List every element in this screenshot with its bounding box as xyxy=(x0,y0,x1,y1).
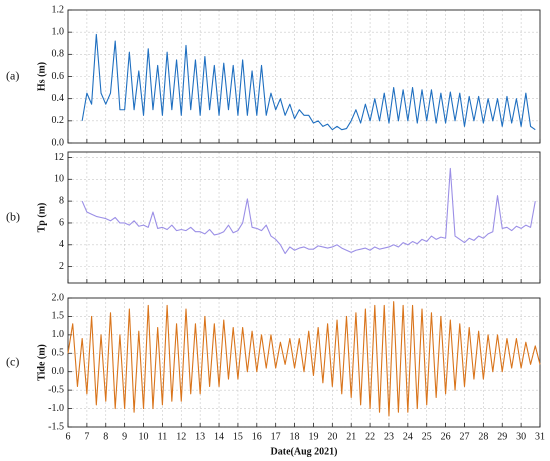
x-tick-label: 28 xyxy=(478,431,488,442)
y-tick-label: 0.4 xyxy=(52,93,65,104)
y-tick-label: 12 xyxy=(54,152,64,163)
x-tick-label: 13 xyxy=(195,431,205,442)
y-tick-label: -1.5 xyxy=(48,421,64,432)
series-line xyxy=(81,33,536,131)
panel-label: (a) xyxy=(6,68,19,82)
x-tick-label: 18 xyxy=(290,431,300,442)
y-tick-label: 0.6 xyxy=(52,71,65,82)
x-tick-label: 7 xyxy=(84,431,89,442)
x-tick-label: 20 xyxy=(327,431,337,442)
y-tick-label: 2.0 xyxy=(52,292,65,303)
y-tick-label: 1.5 xyxy=(52,311,65,322)
x-tick-label: 9 xyxy=(122,431,127,442)
y-tick-label: 8 xyxy=(59,195,64,206)
y-tick-label: 1.2 xyxy=(52,4,65,15)
y-tick-label: 0.0 xyxy=(52,366,65,377)
x-tick-label: 29 xyxy=(497,431,507,442)
plot-frame xyxy=(67,297,541,428)
y-tick-label: -0.5 xyxy=(48,384,64,395)
x-tick-label: 19 xyxy=(308,431,318,442)
y-tick-label: 10 xyxy=(54,174,64,185)
y-tick-label: 0.5 xyxy=(52,348,65,359)
x-tick-label: 6 xyxy=(66,431,71,442)
x-tick-label: 15 xyxy=(233,431,243,442)
x-tick-label: 22 xyxy=(365,431,375,442)
x-tick-label: 21 xyxy=(346,431,356,442)
series-line xyxy=(67,301,541,417)
y-axis-label: Tp (m) xyxy=(36,203,47,233)
y-tick-label: 0.2 xyxy=(52,115,65,126)
y-tick-label: 6 xyxy=(59,217,64,228)
x-tick-label: 14 xyxy=(214,431,224,442)
plot-frame xyxy=(67,151,541,284)
y-axis-label: Tide (m) xyxy=(36,344,47,381)
x-tick-label: 12 xyxy=(176,431,186,442)
y-tick-label: 4 xyxy=(59,239,64,250)
y-tick-label: 0.8 xyxy=(52,49,65,60)
x-axis-label: Date(Aug 2021) xyxy=(271,446,338,457)
plot-frame xyxy=(67,9,541,144)
y-axis-label: Hs (m) xyxy=(36,62,47,91)
x-tick-label: 30 xyxy=(516,431,526,442)
x-tick-label: 16 xyxy=(252,431,262,442)
panel-label: (c) xyxy=(6,354,19,368)
x-tick-label: 27 xyxy=(459,431,469,442)
x-tick-label: 11 xyxy=(158,431,168,442)
y-tick-label: 1.0 xyxy=(52,26,65,37)
y-tick-label: 1.0 xyxy=(52,329,65,340)
x-tick-label: 23 xyxy=(384,431,394,442)
y-tick-label: 0.0 xyxy=(52,137,65,148)
x-tick-label: 25 xyxy=(422,431,432,442)
series-line xyxy=(81,167,536,255)
x-tick-label: 26 xyxy=(441,431,451,442)
x-tick-label: 10 xyxy=(139,431,149,442)
y-tick-label: 2 xyxy=(59,261,64,272)
x-tick-label: 17 xyxy=(271,431,281,442)
x-tick-label: 31 xyxy=(535,431,545,442)
x-tick-label: 24 xyxy=(403,431,413,442)
x-tick-label: 8 xyxy=(103,431,108,442)
y-tick-label: -1.0 xyxy=(48,403,64,414)
panel-label: (b) xyxy=(6,209,20,223)
